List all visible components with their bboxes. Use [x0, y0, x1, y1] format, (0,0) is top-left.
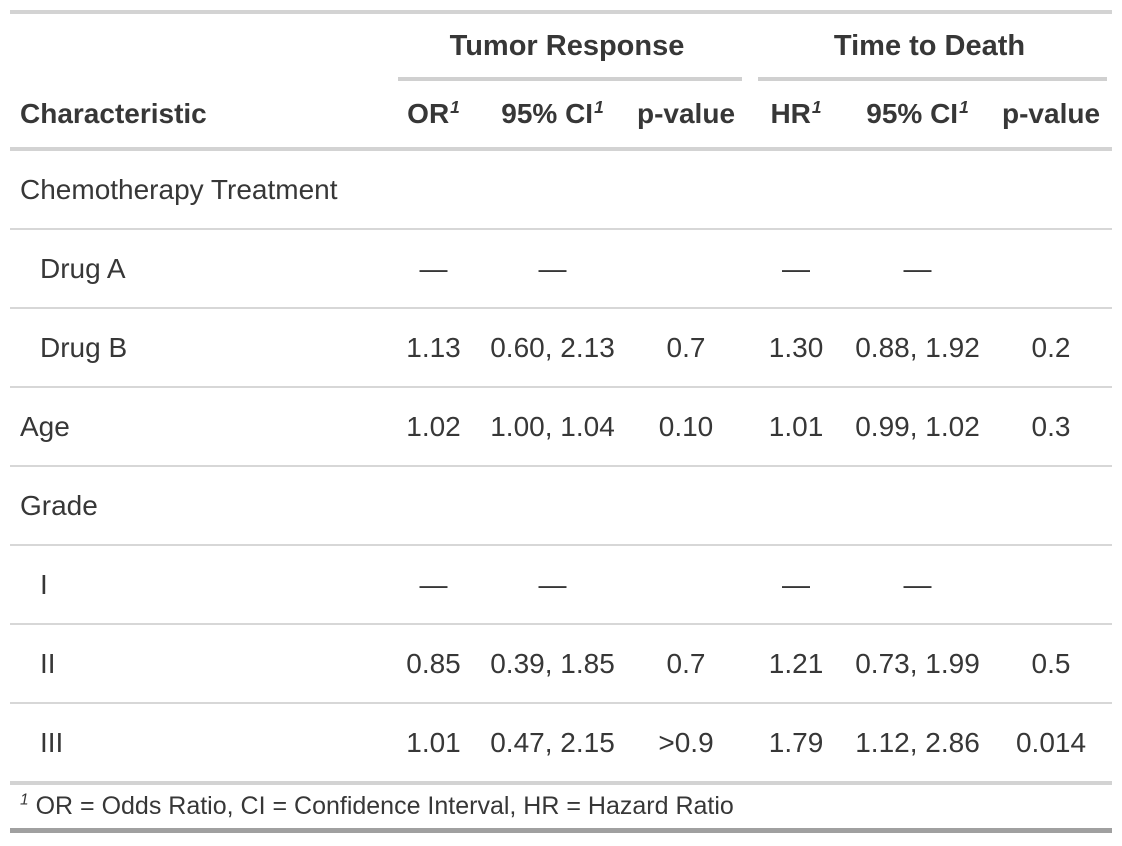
- table-row-grade-ii: II 0.85 0.39, 1.85 0.7 1.21 0.73, 1.99 0…: [10, 624, 1113, 704]
- or-pvalue: [625, 466, 748, 546]
- spanner-time-to-death: Time to Death: [747, 12, 1112, 81]
- row-label: Chemotherapy Treatment: [10, 149, 387, 230]
- hr-ci-value: 1.12, 2.86: [845, 703, 991, 784]
- table-row-drug-b: Drug B 1.13 0.60, 2.13 0.7 1.30 0.88, 1.…: [10, 308, 1113, 388]
- footnote-mark: 1: [959, 96, 969, 117]
- hr-ci-value: 0.88, 1.92: [845, 308, 991, 388]
- row-label: Age: [10, 387, 387, 467]
- hr-pvalue: [990, 545, 1113, 625]
- or-value: 0.85: [387, 624, 480, 704]
- column-header-ci-tumor: 95% CI1: [480, 81, 625, 151]
- table-row-chemotherapy-treatment: Chemotherapy Treatment: [10, 149, 1113, 230]
- ci-label: 95% CI: [866, 98, 959, 129]
- footnote-mark: 1: [20, 791, 29, 809]
- hr-pvalue: 0.5: [990, 624, 1113, 704]
- hr-value: 1.21: [747, 624, 846, 704]
- or-label: OR: [407, 98, 450, 129]
- or-pvalue: 0.7: [625, 624, 748, 704]
- row-label: III: [10, 703, 387, 784]
- row-label: I: [10, 545, 387, 625]
- or-value: —: [387, 545, 480, 625]
- ci-label: 95% CI: [501, 98, 594, 129]
- or-ci-value: 0.47, 2.15: [480, 703, 625, 784]
- spanner-blank-cell: [10, 12, 387, 81]
- column-header-row: Characteristic OR1 95% CI1 p-value HR1 9…: [10, 81, 1113, 151]
- hr-pvalue: [990, 466, 1113, 546]
- hr-value: —: [747, 545, 846, 625]
- row-label: Grade: [10, 466, 387, 546]
- or-pvalue: [625, 149, 748, 230]
- or-value: —: [387, 229, 480, 309]
- table-row-grade-i: I — — — —: [10, 545, 1113, 625]
- hr-ci-value: 0.73, 1.99: [845, 624, 991, 704]
- row-label: II: [10, 624, 387, 704]
- footnote-text: OR = Odds Ratio, CI = Confidence Interva…: [35, 792, 734, 820]
- footnote: 1 OR = Odds Ratio, CI = Confidence Inter…: [10, 781, 1113, 833]
- or-ci-value: [480, 149, 625, 230]
- table-row-grade-iii: III 1.01 0.47, 2.15 >0.9 1.79 1.12, 2.86…: [10, 703, 1113, 784]
- table-row-drug-a: Drug A — — — —: [10, 229, 1113, 309]
- or-pvalue: [625, 229, 748, 309]
- footnote-mark: 1: [811, 96, 822, 117]
- row-label: Drug B: [10, 308, 387, 388]
- or-pvalue: 0.10: [625, 387, 748, 467]
- column-header-hr: HR1: [747, 81, 846, 151]
- hr-pvalue: 0.3: [990, 387, 1113, 467]
- or-ci-value: 0.39, 1.85: [480, 624, 625, 704]
- hr-pvalue: [990, 229, 1113, 309]
- spanner-underline: [398, 77, 743, 81]
- or-value: [387, 466, 480, 546]
- hr-value: 1.79: [747, 703, 846, 784]
- row-label: Drug A: [10, 229, 387, 309]
- hr-pvalue: 0.2: [990, 308, 1113, 388]
- hr-ci-value: —: [845, 229, 991, 309]
- hr-ci-value: —: [845, 545, 991, 625]
- or-value: 1.13: [387, 308, 480, 388]
- hr-pvalue: [990, 149, 1113, 230]
- hr-label: HR: [770, 98, 811, 129]
- gt-table: Tumor Response Time to Death Characteris…: [10, 10, 1113, 833]
- or-pvalue: >0.9: [625, 703, 748, 784]
- spanner-tumor-response-label: Tumor Response: [449, 30, 685, 62]
- table-row-grade: Grade: [10, 466, 1113, 546]
- hr-value: —: [747, 229, 846, 309]
- or-ci-value: 0.60, 2.13: [480, 308, 625, 388]
- or-ci-value: 1.00, 1.04: [480, 387, 625, 467]
- or-ci-value: —: [480, 229, 625, 309]
- spanner-time-to-death-label: Time to Death: [833, 30, 1026, 62]
- or-ci-value: —: [480, 545, 625, 625]
- hr-value: 1.01: [747, 387, 846, 467]
- spanner-tumor-response: Tumor Response: [387, 12, 747, 81]
- footnote-row: 1 OR = Odds Ratio, CI = Confidence Inter…: [10, 781, 1113, 833]
- or-value: 1.02: [387, 387, 480, 467]
- spanner-underline: [758, 77, 1108, 81]
- or-value: [387, 149, 480, 230]
- hr-ci-value: [845, 466, 991, 546]
- or-pvalue: 0.7: [625, 308, 748, 388]
- hr-value: [747, 466, 846, 546]
- table-row-age: Age 1.02 1.00, 1.04 0.10 1.01 0.99, 1.02…: [10, 387, 1113, 467]
- or-pvalue: [625, 545, 748, 625]
- hr-value: [747, 149, 846, 230]
- footnote-mark: 1: [450, 96, 460, 117]
- spanner-row: Tumor Response Time to Death: [10, 12, 1112, 81]
- or-ci-value: [480, 466, 625, 546]
- column-header-characteristic: Characteristic: [10, 81, 387, 151]
- hr-ci-value: [845, 149, 991, 230]
- column-header-or: OR1: [387, 81, 480, 151]
- column-header-pvalue-tumor: p-value: [625, 81, 748, 151]
- hr-pvalue: 0.014: [990, 703, 1113, 784]
- footnote-mark: 1: [594, 96, 604, 117]
- hr-value: 1.30: [747, 308, 846, 388]
- hr-ci-value: 0.99, 1.02: [845, 387, 991, 467]
- column-header-ci-death: 95% CI1: [845, 81, 991, 151]
- column-header-pvalue-death: p-value: [990, 81, 1113, 151]
- or-value: 1.01: [387, 703, 480, 784]
